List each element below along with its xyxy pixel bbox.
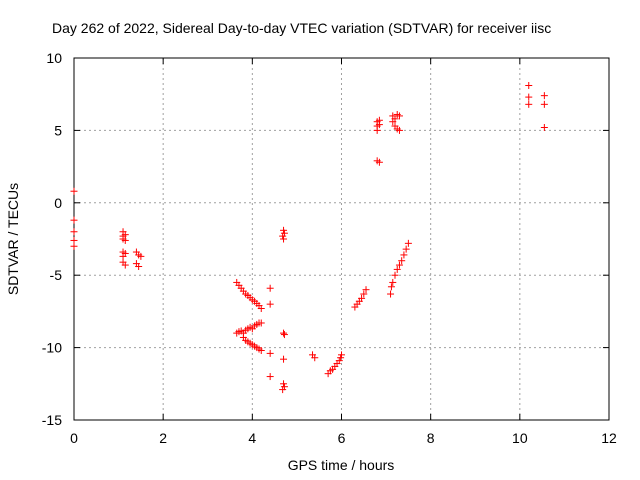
- data-point: [257, 305, 265, 313]
- data-point: [121, 236, 129, 244]
- data-point: [540, 124, 548, 132]
- data-point: [280, 235, 288, 243]
- chart-title: Day 262 of 2022, Sidereal Day-to-day VTE…: [52, 20, 551, 36]
- data-point: [121, 261, 129, 269]
- data-point: [257, 346, 265, 354]
- data-point: [525, 93, 533, 101]
- data-point: [525, 82, 533, 90]
- data-point: [389, 118, 397, 126]
- data-point: [395, 112, 403, 120]
- data-point: [70, 228, 78, 236]
- data-point: [257, 319, 265, 327]
- data-point: [402, 245, 410, 253]
- data-point: [135, 263, 143, 271]
- grid-lines: [74, 58, 609, 420]
- data-point: [360, 290, 368, 298]
- data-point: [121, 249, 129, 257]
- data-point: [540, 100, 548, 108]
- x-tick-label: 6: [338, 430, 346, 446]
- x-axis-title: GPS time / hours: [288, 457, 395, 473]
- data-point: [280, 331, 288, 339]
- data-point: [266, 373, 274, 381]
- y-tick-label: -15: [42, 412, 62, 428]
- y-tick-label: 5: [54, 122, 62, 138]
- y-tick-label: -10: [42, 340, 62, 356]
- data-point: [279, 232, 287, 240]
- data-point: [70, 216, 78, 224]
- data-point: [404, 239, 412, 247]
- data-point: [70, 242, 78, 250]
- data-point: [389, 278, 397, 286]
- y-axis-title: SDTVAR / TECUs: [5, 183, 21, 295]
- x-tick-label: 4: [248, 430, 256, 446]
- data-point: [391, 271, 399, 279]
- data-point: [280, 226, 288, 234]
- x-tick-label: 8: [427, 430, 435, 446]
- data-point: [70, 187, 78, 195]
- data-point: [266, 284, 274, 292]
- y-tick-label: 0: [54, 195, 62, 211]
- data-point: [266, 349, 274, 357]
- data-point: [280, 329, 288, 337]
- data-points: [70, 82, 548, 394]
- data-point: [540, 92, 548, 100]
- x-tick-label: 12: [601, 430, 617, 446]
- x-tick-label: 10: [512, 430, 528, 446]
- data-point: [375, 116, 383, 124]
- data-point: [280, 380, 288, 388]
- data-point: [395, 126, 403, 134]
- x-tick-label: 2: [159, 430, 167, 446]
- data-point: [393, 265, 401, 273]
- data-point: [279, 386, 287, 394]
- data-point: [395, 261, 403, 269]
- data-point: [373, 126, 381, 134]
- data-point: [337, 354, 345, 362]
- data-point: [137, 252, 145, 260]
- axis-ticks: 0 2 4 6 8 10 12 -15 -10 -5 0 5 10: [42, 50, 617, 446]
- y-tick-label: -5: [50, 267, 63, 283]
- data-point: [280, 383, 288, 391]
- data-point: [266, 300, 274, 308]
- data-point: [362, 286, 370, 294]
- data-point: [280, 355, 288, 363]
- data-point: [398, 257, 406, 265]
- data-point: [400, 251, 408, 259]
- data-point: [280, 229, 288, 237]
- data-point: [387, 283, 395, 291]
- data-point: [358, 294, 366, 302]
- y-tick-label: 10: [46, 50, 62, 66]
- data-point: [338, 351, 345, 359]
- data-point: [387, 290, 395, 298]
- data-point: [525, 100, 533, 108]
- data-point: [311, 354, 319, 362]
- data-point: [335, 357, 343, 365]
- data-point: [375, 158, 383, 166]
- x-tick-label: 0: [70, 430, 78, 446]
